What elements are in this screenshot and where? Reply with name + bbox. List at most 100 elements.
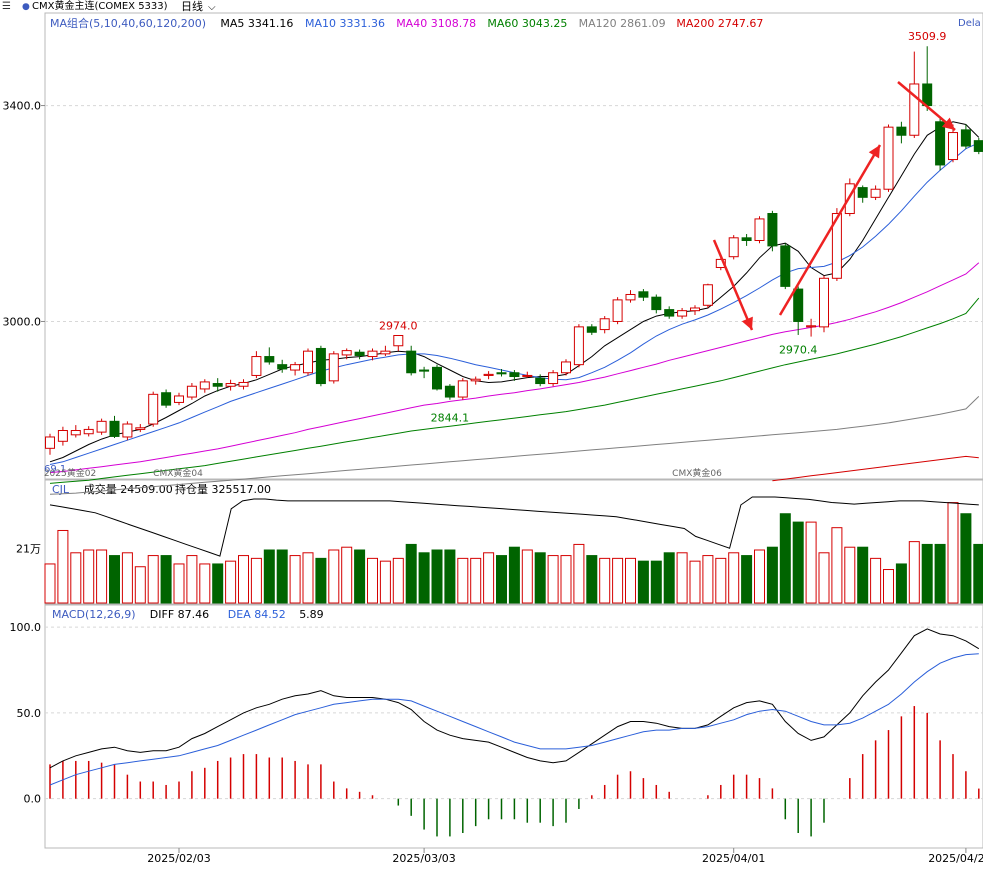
volume-bar	[444, 549, 456, 604]
volume-bar	[199, 563, 211, 604]
volume-bar	[895, 563, 907, 604]
volume-bar	[134, 566, 146, 604]
legend-item: MA10 3331.36	[305, 17, 385, 30]
date-axis: 2025/02/03 2025/03/03 2025/04/01 2025/04/28	[147, 848, 983, 865]
volume-bar	[973, 543, 983, 604]
volume-bar	[676, 552, 688, 604]
volume-bar	[96, 549, 108, 604]
candle-body	[702, 284, 713, 306]
candle-body	[264, 356, 275, 363]
period-selector[interactable]: 日线	[181, 0, 203, 13]
candle-body	[715, 258, 726, 268]
volume-bar	[586, 555, 598, 604]
volume-bar	[650, 560, 662, 604]
macd-tick-label: 100.0	[10, 621, 42, 634]
chevron-down-icon[interactable]: ⌵	[208, 2, 216, 13]
volume-bar	[212, 563, 224, 604]
candle-body	[690, 307, 700, 312]
volume-bar	[44, 563, 56, 604]
candle-body	[535, 377, 546, 385]
candle-body	[290, 364, 301, 371]
candle-body	[96, 420, 107, 433]
price-panel-frame	[44, 12, 983, 480]
ma-line-ma120	[49, 396, 980, 495]
open-interest-path	[49, 496, 979, 557]
candle-body	[935, 121, 946, 166]
volume-bar	[418, 552, 430, 604]
candle-body	[780, 245, 791, 287]
volume-bar	[70, 552, 82, 604]
volume-bar	[315, 557, 327, 604]
symbol-title[interactable]: CMX黄金主连(COMEX 5333)	[32, 0, 168, 12]
volume-bar	[263, 549, 275, 604]
volume-bar	[766, 546, 778, 604]
candle-body	[277, 364, 288, 370]
date-label: 2025/03/03	[392, 852, 455, 865]
candle-body	[432, 366, 442, 390]
volume-bar	[779, 513, 791, 604]
legend-item: MACD(12,26,9)	[52, 608, 136, 621]
legend-item: 5.89	[299, 608, 324, 621]
volume-bar	[431, 549, 443, 604]
volume-bar	[844, 546, 856, 604]
candle-body	[909, 83, 920, 136]
candle-body	[315, 347, 326, 385]
menu-icon[interactable]: ☰	[2, 1, 11, 12]
header: ☰ ● CMX黄金主连(COMEX 5333) 日线 ⌵ Dela	[2, 0, 981, 29]
candle-body	[483, 373, 494, 376]
candle-body	[444, 385, 455, 398]
volume-bar	[160, 555, 172, 604]
low-label: 69.1	[44, 464, 66, 475]
legend-item: MA60 3043.25	[487, 17, 567, 30]
volume-bar	[276, 549, 288, 604]
volume-bar	[508, 546, 520, 604]
volume-bar	[960, 513, 972, 604]
candle-body	[199, 381, 210, 390]
ma-line-ma200	[772, 455, 979, 482]
price-tick-label: 3000.0	[3, 315, 42, 328]
volume-bar	[792, 521, 804, 604]
candle-body	[470, 378, 481, 382]
candle-body	[883, 126, 894, 190]
legend-item: DIFF 87.46	[150, 608, 209, 621]
volume-bar	[379, 560, 391, 604]
ma-line-ma60	[49, 297, 980, 484]
candle-body	[122, 423, 133, 438]
volume-bar	[857, 546, 869, 604]
volume-bar	[470, 557, 482, 604]
candle-body	[857, 187, 868, 198]
annotation-label: 2970.4	[779, 343, 818, 356]
legend-item: MA组合(5,10,40,60,120,200)	[50, 16, 206, 30]
price-annotations: 3509.9 2974.0 2970.4 2844.1 2025黄金02 CMX黄金04 C…	[44, 30, 947, 479]
volume-bar	[173, 563, 185, 604]
candle-body	[612, 299, 623, 322]
legend-item: 持仓量 325517.00	[175, 482, 271, 496]
candle-body	[457, 380, 468, 398]
candle-body	[948, 132, 958, 161]
open-interest-line	[49, 496, 979, 557]
price-tick-label: 3400.0	[3, 100, 42, 113]
candle-body	[651, 296, 662, 311]
candle-body	[212, 383, 223, 387]
macd-tick-label: 0.0	[24, 793, 42, 806]
candle-body	[625, 293, 636, 301]
volume-bar	[289, 555, 301, 604]
trend-arrows	[712, 81, 956, 331]
candle-body	[354, 351, 365, 356]
volume-bar	[328, 549, 340, 604]
ma-legend: MA组合(5,10,40,60,120,200) MA5 3341.16 MA10 …	[50, 16, 763, 30]
delay-label: Dela	[958, 18, 981, 29]
macd-panel-frame	[44, 604, 983, 849]
candle-body	[767, 213, 778, 247]
volume-legend: CJL 成交量 24509.00 持仓量 325517.00	[52, 482, 271, 496]
volume-bar	[57, 529, 69, 604]
volume-bar	[573, 543, 585, 604]
volume-bar	[483, 552, 495, 604]
candles	[45, 46, 983, 455]
candle-body	[380, 350, 391, 355]
candle-body	[135, 427, 146, 430]
volume-bar	[534, 552, 546, 604]
candle-body	[728, 237, 739, 258]
